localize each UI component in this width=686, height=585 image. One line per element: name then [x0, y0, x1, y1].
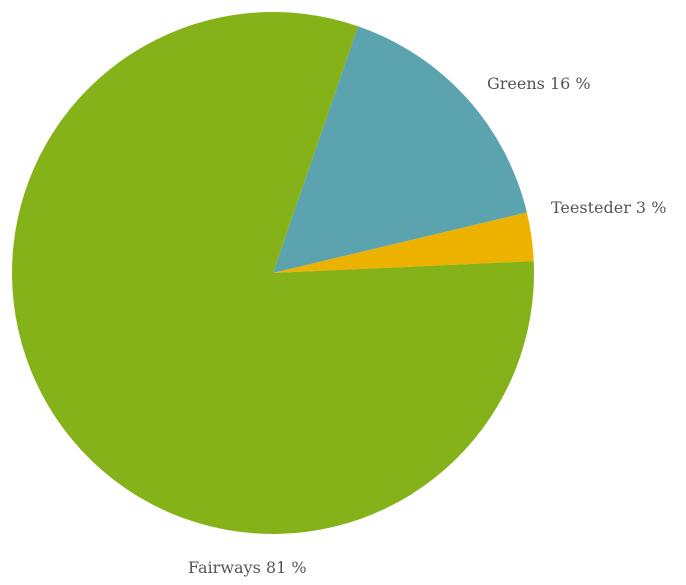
- slice-label-greens: Greens 16 %: [487, 74, 591, 93]
- slice-label-teesteder: Teesteder 3 %: [551, 198, 666, 217]
- pie-slice-greens: [273, 26, 527, 273]
- pie-slice-fairways: [11, 12, 534, 535]
- slice-label-fairways: Fairways 81 %: [188, 558, 307, 577]
- pie-slice-teesteder: [273, 212, 534, 273]
